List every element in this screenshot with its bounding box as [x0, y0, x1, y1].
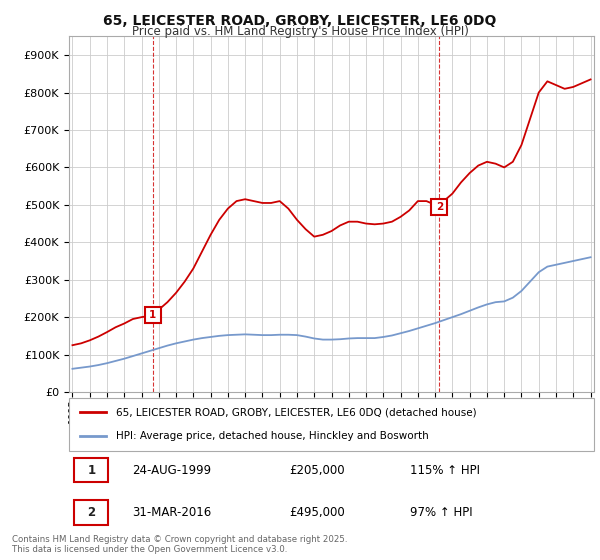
- Text: £205,000: £205,000: [290, 464, 345, 477]
- FancyBboxPatch shape: [74, 501, 109, 525]
- FancyBboxPatch shape: [69, 398, 594, 451]
- Text: Price paid vs. HM Land Registry's House Price Index (HPI): Price paid vs. HM Land Registry's House …: [131, 25, 469, 38]
- Text: Contains HM Land Registry data © Crown copyright and database right 2025.
This d: Contains HM Land Registry data © Crown c…: [12, 534, 347, 554]
- Text: 115% ↑ HPI: 115% ↑ HPI: [410, 464, 480, 477]
- Text: 65, LEICESTER ROAD, GROBY, LEICESTER, LE6 0DQ (detached house): 65, LEICESTER ROAD, GROBY, LEICESTER, LE…: [116, 408, 477, 418]
- FancyBboxPatch shape: [74, 458, 109, 482]
- Text: HPI: Average price, detached house, Hinckley and Bosworth: HPI: Average price, detached house, Hinc…: [116, 431, 429, 441]
- Text: 24-AUG-1999: 24-AUG-1999: [132, 464, 211, 477]
- Text: 2: 2: [436, 202, 443, 212]
- Text: 65, LEICESTER ROAD, GROBY, LEICESTER, LE6 0DQ: 65, LEICESTER ROAD, GROBY, LEICESTER, LE…: [103, 14, 497, 28]
- Text: 1: 1: [87, 464, 95, 477]
- Text: 2: 2: [87, 506, 95, 519]
- Text: 97% ↑ HPI: 97% ↑ HPI: [410, 506, 473, 519]
- Text: 31-MAR-2016: 31-MAR-2016: [132, 506, 211, 519]
- Text: £495,000: £495,000: [290, 506, 345, 519]
- Text: 1: 1: [149, 310, 157, 320]
